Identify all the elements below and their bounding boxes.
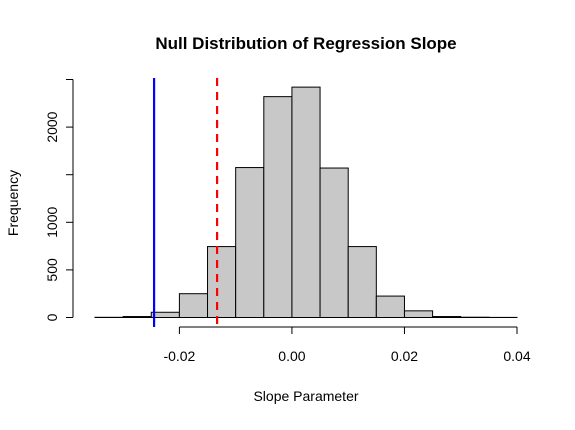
x-axis: -0.02 0.00 0.02 0.04 — [163, 327, 530, 364]
histogram-bar-12 — [433, 317, 461, 318]
histogram-bar-8 — [320, 168, 348, 317]
x-tick-label: -0.02 — [163, 348, 195, 364]
histogram-bar-1 — [123, 317, 151, 318]
histogram-bar-9 — [348, 247, 376, 318]
histogram-bar-5 — [236, 168, 264, 318]
histogram-bar-3 — [179, 294, 207, 318]
chart-title: Null Distribution of Regression Slope — [155, 34, 456, 53]
y-axis-label: Frequency — [5, 170, 21, 236]
histogram-bar-7 — [292, 87, 320, 317]
histogram-bar-10 — [376, 296, 404, 317]
y-tick-label: 2000 — [44, 111, 60, 142]
histogram-bar-4 — [208, 247, 236, 318]
y-axis: 0 500 1000 2000 — [44, 80, 73, 322]
bars-layer — [95, 87, 517, 317]
y-tick-label: 1000 — [44, 207, 60, 238]
x-tick-label: 0.00 — [278, 348, 305, 364]
x-tick-label: 0.02 — [391, 348, 418, 364]
histogram-bar-6 — [264, 97, 292, 318]
histogram-bar-2 — [151, 312, 179, 317]
x-axis-label: Slope Parameter — [253, 388, 358, 404]
y-tick-label: 0 — [44, 313, 60, 321]
y-tick-label: 500 — [44, 258, 60, 282]
x-tick-label: 0.04 — [503, 348, 530, 364]
histogram-bar-11 — [404, 311, 432, 318]
